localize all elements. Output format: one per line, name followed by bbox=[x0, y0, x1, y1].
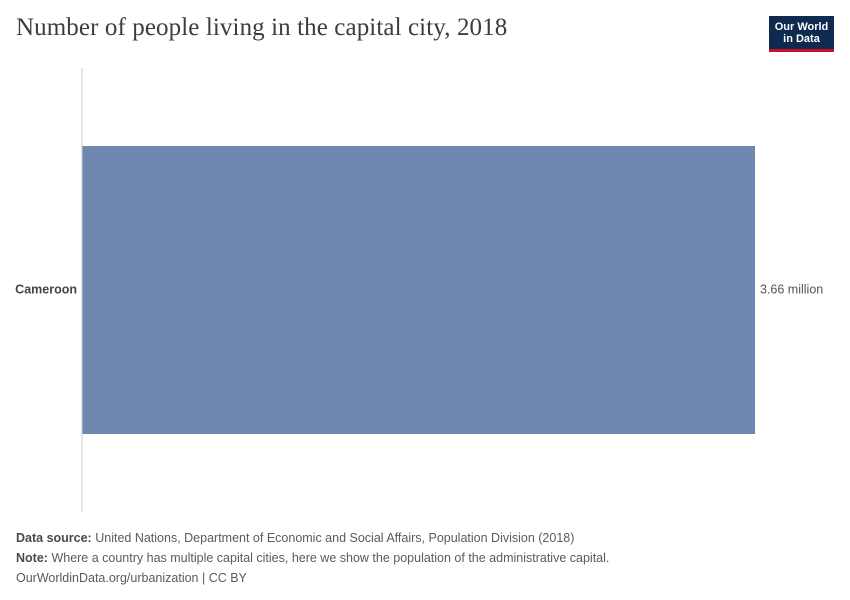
data-source-line: Data source: United Nations, Department … bbox=[16, 528, 836, 548]
data-source-text: United Nations, Department of Economic a… bbox=[95, 531, 575, 545]
owid-logo[interactable]: Our World in Data bbox=[769, 16, 834, 52]
note-line: Note: Where a country has multiple capit… bbox=[16, 548, 836, 568]
note-text: Where a country has multiple capital cit… bbox=[51, 551, 610, 565]
chart-footer: Data source: United Nations, Department … bbox=[16, 528, 836, 588]
bar-cameroon[interactable] bbox=[82, 146, 756, 434]
chart-title: Number of people living in the capital c… bbox=[16, 14, 508, 41]
value-label: 3.66 million bbox=[760, 282, 823, 296]
logo-line-2: in Data bbox=[783, 33, 820, 45]
bar-chart: Cameroon 3.66 million bbox=[15, 68, 823, 512]
category-label: Cameroon bbox=[15, 282, 77, 296]
note-label: Note: bbox=[16, 551, 48, 565]
logo-line-1: Our World bbox=[774, 21, 829, 33]
credit-line[interactable]: OurWorldinData.org/urbanization | CC BY bbox=[16, 571, 247, 585]
data-source-label: Data source: bbox=[16, 531, 92, 545]
